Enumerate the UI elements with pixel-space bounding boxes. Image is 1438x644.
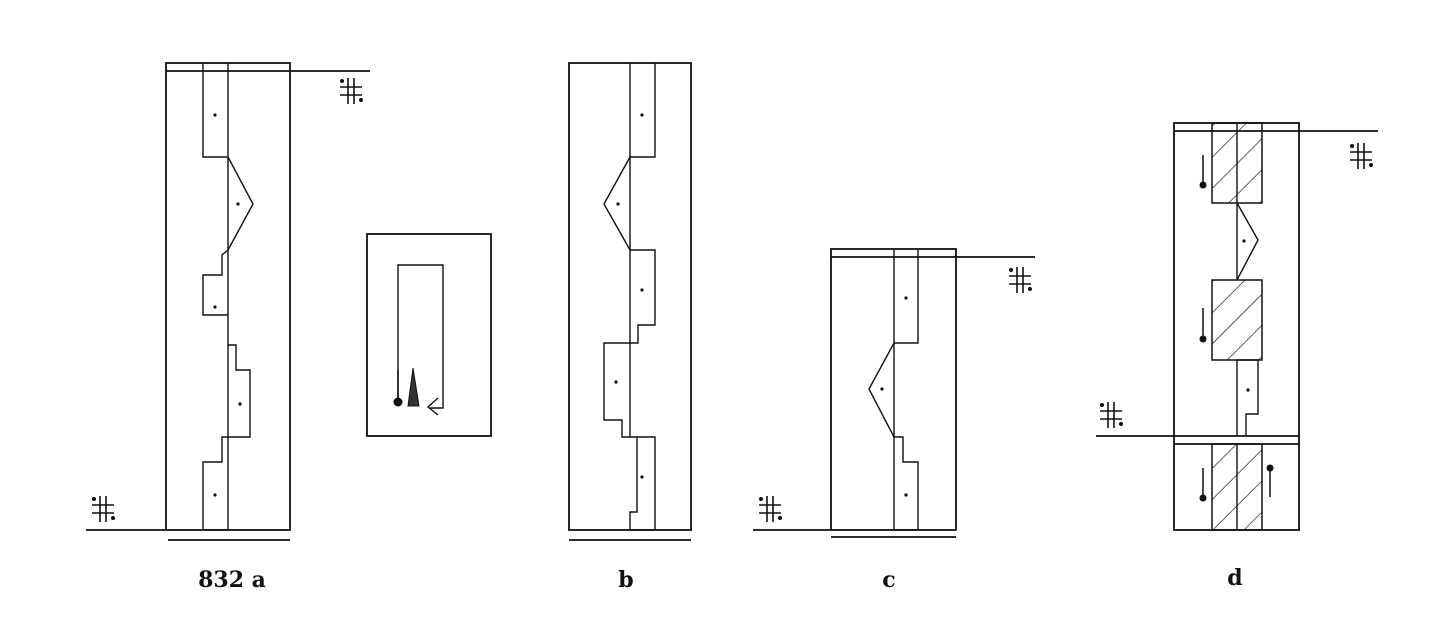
panel-c <box>753 248 1035 538</box>
panel-d <box>1096 122 1378 531</box>
label-b: b <box>618 567 633 593</box>
panel-b <box>568 62 692 541</box>
label-a: 832 a <box>198 567 266 593</box>
panel-a <box>86 62 370 541</box>
legend-box <box>366 233 492 437</box>
label-d: d <box>1227 565 1242 591</box>
label-c: c <box>882 567 895 593</box>
